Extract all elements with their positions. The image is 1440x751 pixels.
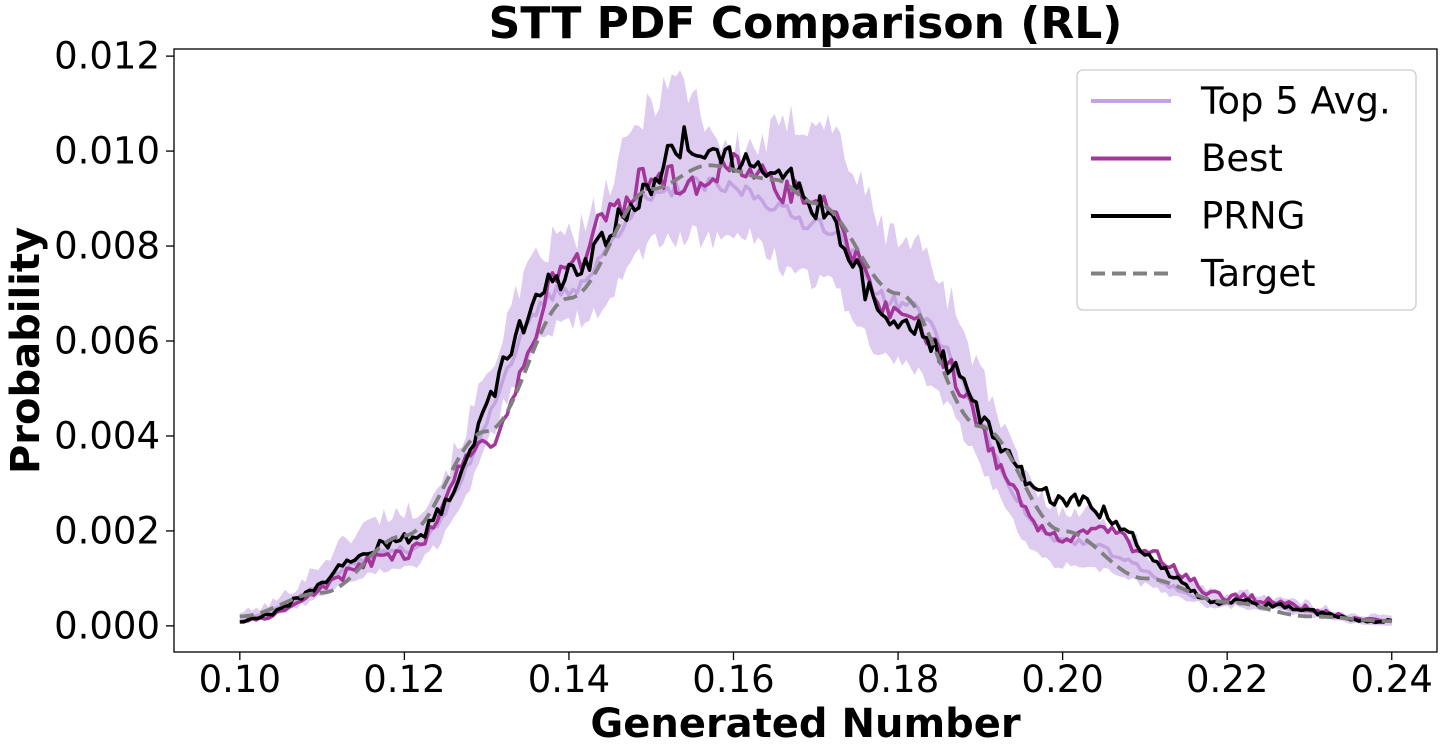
y-axis: 0.000 0.002 0.004 0.006 0.008 0.010 0.012 [54,35,174,647]
legend-box [1076,69,1417,311]
y-tick-label: 0.006 [54,320,160,363]
legend-label: Target [1200,252,1315,295]
series-line-target [239,163,1392,624]
x-tick-label: 0.24 [1351,658,1433,701]
x-tick-label: 0.16 [692,658,774,701]
legend: Top 5 Avg. Best PRNG Target [1076,69,1417,311]
plot-area [239,70,1393,626]
x-tick-label: 0.18 [857,658,939,701]
y-tick-label: 0.012 [54,35,160,78]
y-tick-label: 0.010 [54,130,160,173]
plot-frame [173,48,1438,653]
y-axis-title: Probability [3,227,49,474]
x-tick-label: 0.10 [199,658,281,701]
legend-label: PRNG [1201,195,1305,238]
x-tick-label: 0.22 [1186,658,1268,701]
y-tick-label: 0.002 [54,509,160,552]
legend-label: Top 5 Avg. [1200,80,1391,123]
x-tick-label: 0.20 [1021,658,1103,701]
y-tick-label: 0.000 [54,604,160,647]
x-tick-label: 0.12 [363,658,445,701]
line-layer [239,125,1393,625]
y-tick-label: 0.004 [54,414,160,457]
series-line-best [239,151,1393,624]
x-tick-label: 0.14 [528,658,610,701]
x-axis-title: Generated Number [590,701,1020,747]
x-axis: 0.10 0.12 0.14 0.16 0.18 0.20 0.22 0.24 [199,652,1433,701]
y-tick-label: 0.008 [54,225,160,268]
legend-label: Best [1201,137,1283,180]
chart-title: STT PDF Comparison (RL) [489,0,1123,49]
